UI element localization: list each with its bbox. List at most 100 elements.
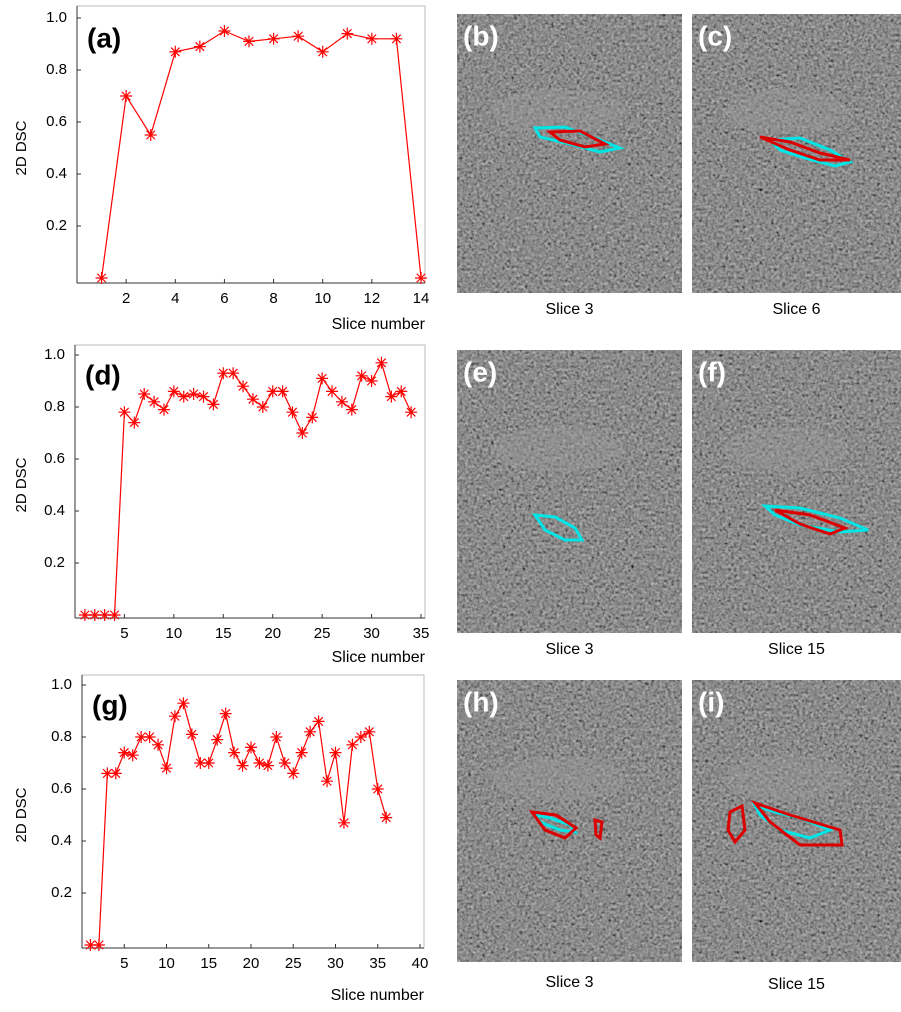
data-point bbox=[93, 939, 105, 951]
data-point bbox=[253, 757, 265, 769]
data-point bbox=[207, 398, 219, 410]
y-tick-label: 0.6 bbox=[46, 113, 67, 130]
panel-label: (i) bbox=[698, 686, 724, 717]
x-tick-label: 10 bbox=[314, 290, 331, 307]
data-point bbox=[268, 33, 280, 45]
panel-label: (a) bbox=[87, 22, 121, 53]
data-point bbox=[220, 708, 232, 720]
data-point bbox=[385, 391, 397, 403]
y-axis-label: 2D DSC bbox=[13, 787, 30, 842]
data-point bbox=[380, 812, 392, 824]
data-point bbox=[161, 762, 173, 774]
data-point bbox=[366, 33, 378, 45]
data-point bbox=[110, 767, 122, 779]
data-point bbox=[415, 272, 427, 284]
data-point bbox=[228, 747, 240, 759]
x-tick-label: 35 bbox=[413, 625, 430, 642]
data-point bbox=[96, 272, 108, 284]
data-point bbox=[178, 391, 190, 403]
data-point bbox=[118, 406, 130, 418]
y-tick-label: 0.8 bbox=[51, 728, 72, 745]
data-point bbox=[390, 33, 402, 45]
y-tick-label: 0.2 bbox=[44, 554, 65, 571]
data-point bbox=[405, 406, 417, 418]
data-point bbox=[355, 731, 367, 743]
y-tick-label: 0.4 bbox=[51, 832, 72, 849]
image-texture bbox=[457, 350, 682, 633]
data-point bbox=[168, 385, 180, 397]
data-line bbox=[102, 31, 421, 278]
x-tick-label: 15 bbox=[200, 955, 217, 972]
data-point bbox=[158, 404, 170, 416]
data-point bbox=[138, 388, 150, 400]
panel-label: (b) bbox=[463, 20, 499, 51]
panel-label: (e) bbox=[463, 356, 497, 387]
x-tick-label: 14 bbox=[413, 290, 430, 307]
x-tick-label: 10 bbox=[166, 625, 183, 642]
image-caption: Slice 3 bbox=[545, 974, 593, 991]
x-tick-label: 4 bbox=[171, 290, 179, 307]
data-line bbox=[85, 363, 411, 615]
plot-frame bbox=[75, 345, 425, 618]
x-tick-label: 25 bbox=[314, 625, 331, 642]
data-point bbox=[247, 393, 259, 405]
data-point bbox=[321, 775, 333, 787]
data-point bbox=[218, 25, 230, 37]
data-point bbox=[120, 90, 132, 102]
data-point bbox=[372, 783, 384, 795]
data-point bbox=[313, 715, 325, 727]
data-point bbox=[257, 401, 269, 413]
x-tick-label: 25 bbox=[285, 955, 302, 972]
x-tick-label: 20 bbox=[264, 625, 281, 642]
image-texture bbox=[692, 680, 901, 962]
image-caption: Slice 3 bbox=[545, 641, 593, 658]
image-caption: Slice 6 bbox=[772, 301, 820, 318]
data-point bbox=[296, 747, 308, 759]
y-axis-label: 2D DSC bbox=[13, 120, 30, 175]
data-point bbox=[336, 396, 348, 408]
image-structure bbox=[491, 756, 626, 801]
data-point bbox=[316, 372, 328, 384]
data-point bbox=[118, 747, 130, 759]
x-tick-label: 10 bbox=[158, 955, 175, 972]
data-point bbox=[127, 749, 139, 761]
image-texture bbox=[457, 14, 682, 293]
data-point bbox=[237, 380, 249, 392]
data-point bbox=[330, 747, 342, 759]
x-tick-label: 15 bbox=[215, 625, 232, 642]
y-tick-label: 0.4 bbox=[46, 165, 67, 182]
data-point bbox=[109, 609, 121, 621]
figure: 0.20.40.60.81.024681012142D DSCSlice num… bbox=[0, 0, 901, 1007]
data-point bbox=[270, 731, 282, 743]
image-structure bbox=[723, 756, 848, 801]
image-texture bbox=[457, 680, 682, 962]
data-point bbox=[169, 710, 181, 722]
data-point bbox=[375, 357, 387, 369]
y-tick-label: 0.4 bbox=[44, 502, 65, 519]
data-point bbox=[395, 385, 407, 397]
y-tick-label: 0.8 bbox=[44, 398, 65, 415]
y-tick-label: 1.0 bbox=[46, 9, 67, 26]
image-caption: Slice 15 bbox=[768, 976, 825, 993]
y-tick-label: 0.6 bbox=[44, 450, 65, 467]
image-caption: Slice 3 bbox=[545, 301, 593, 318]
data-point bbox=[243, 35, 255, 47]
data-point bbox=[317, 46, 329, 58]
data-point bbox=[188, 388, 200, 400]
x-tick-label: 20 bbox=[243, 955, 260, 972]
data-point bbox=[227, 367, 239, 379]
data-point bbox=[148, 396, 160, 408]
data-point bbox=[341, 28, 353, 40]
x-tick-label: 5 bbox=[120, 625, 128, 642]
plot-frame bbox=[77, 6, 425, 283]
panel-label: (h) bbox=[463, 686, 499, 717]
image-caption: Slice 15 bbox=[768, 641, 825, 658]
data-point bbox=[203, 757, 215, 769]
x-tick-label: 2 bbox=[122, 290, 130, 307]
x-axis-label: Slice number bbox=[332, 649, 426, 666]
x-tick-label: 30 bbox=[363, 625, 380, 642]
data-point bbox=[277, 385, 289, 397]
y-axis-label: 2D DSC bbox=[13, 457, 30, 512]
data-point bbox=[211, 734, 223, 746]
x-tick-label: 12 bbox=[364, 290, 381, 307]
